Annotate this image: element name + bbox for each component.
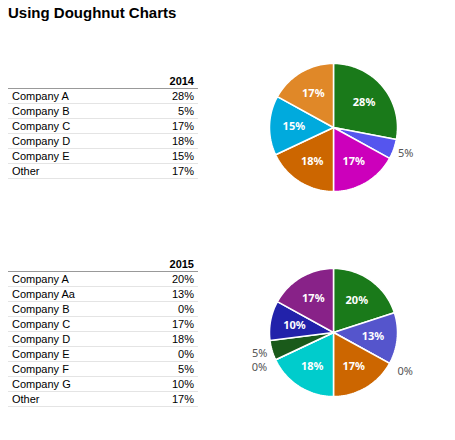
svg-text:0%: 0% [252,358,267,373]
html-text:Company B: Company B [12,302,70,315]
html-text:Company E: Company E [12,150,70,162]
html-text:18%: 18% [172,135,194,147]
svg-text:15%: 15% [283,117,306,132]
html-text:5%: 5% [178,362,194,375]
html-text:2014: 2014 [169,75,194,87]
html-text:Company A: Company A [12,272,69,285]
html-text:13%: 13% [172,287,194,300]
html-text:5%: 5% [178,105,194,117]
html-text:Company Aa: Company Aa [12,287,75,300]
svg-text:10%: 10% [283,316,306,331]
html-text:2015: 2015 [169,257,194,270]
html-text:Other: Other [12,165,40,177]
html-text:0%: 0% [178,347,194,360]
html-text:17%: 17% [172,120,194,132]
svg-text:28%: 28% [353,93,376,108]
svg-text:13%: 13% [362,327,385,342]
svg-text:17%: 17% [302,289,325,304]
svg-text:18%: 18% [301,357,324,372]
html-text:Company D: Company D [12,135,71,147]
html-text:Company E: Company E [12,347,70,360]
svg-text:20%: 20% [346,291,369,306]
html-text:10%: 10% [172,377,194,390]
html-text:20%: 20% [172,272,194,285]
svg-text:18%: 18% [301,152,324,167]
html-text:17%: 17% [172,165,194,177]
html-text:Company A: Company A [12,90,69,102]
svg-text:5%: 5% [252,345,267,360]
html-text:Other: Other [12,392,40,405]
html-text:0%: 0% [178,302,194,315]
html-text:Company C: Company C [12,317,71,330]
html-text:17%: 17% [172,392,194,405]
svg-text:17%: 17% [342,153,365,168]
html-text:Company G: Company G [12,377,71,390]
html-text:Company B: Company B [12,105,70,117]
svg-text:0%: 0% [398,363,413,378]
html-text:Using Doughnut Charts: Using Doughnut Charts [8,4,177,21]
html-text:28%: 28% [172,90,194,102]
html-text:18%: 18% [172,332,194,345]
svg-text:17%: 17% [342,358,365,373]
html-text:17%: 17% [172,317,194,330]
html-text:Company D: Company D [12,332,71,345]
html-text:Company C: Company C [12,120,71,132]
html-text:15%: 15% [172,150,194,162]
svg-text:17%: 17% [302,84,325,99]
html-text:Company F: Company F [12,362,69,375]
svg-text:5%: 5% [398,145,413,160]
